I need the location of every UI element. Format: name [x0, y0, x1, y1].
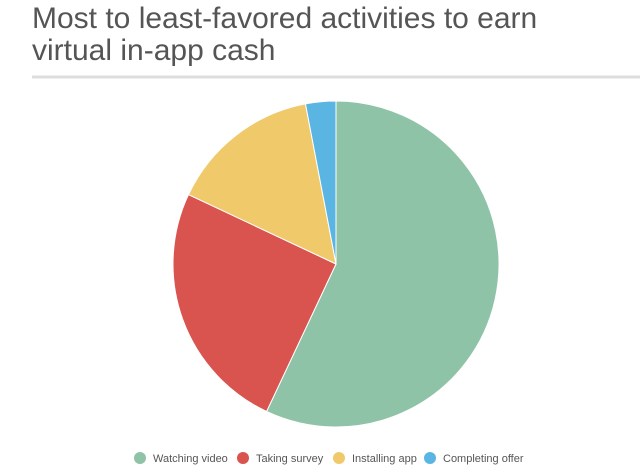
legend-swatch: [237, 452, 249, 464]
pie-slice: [172, 193, 337, 413]
legend-label: Completing offer: [443, 453, 524, 465]
pie-slice: [304, 100, 337, 265]
chart-title: Most to least-favored activities to earn: [32, 2, 537, 35]
legend-swatch: [333, 452, 345, 464]
chart-title: virtual in-app cash: [32, 34, 275, 67]
legend-swatch: [134, 452, 146, 464]
legend-swatch: [424, 452, 436, 464]
legend-label: Taking survey: [256, 453, 324, 465]
legend-label: Installing app: [352, 453, 417, 465]
pie-slice: [265, 100, 500, 428]
legend-label: Watching video: [153, 453, 228, 465]
pie-slice: [187, 103, 337, 265]
